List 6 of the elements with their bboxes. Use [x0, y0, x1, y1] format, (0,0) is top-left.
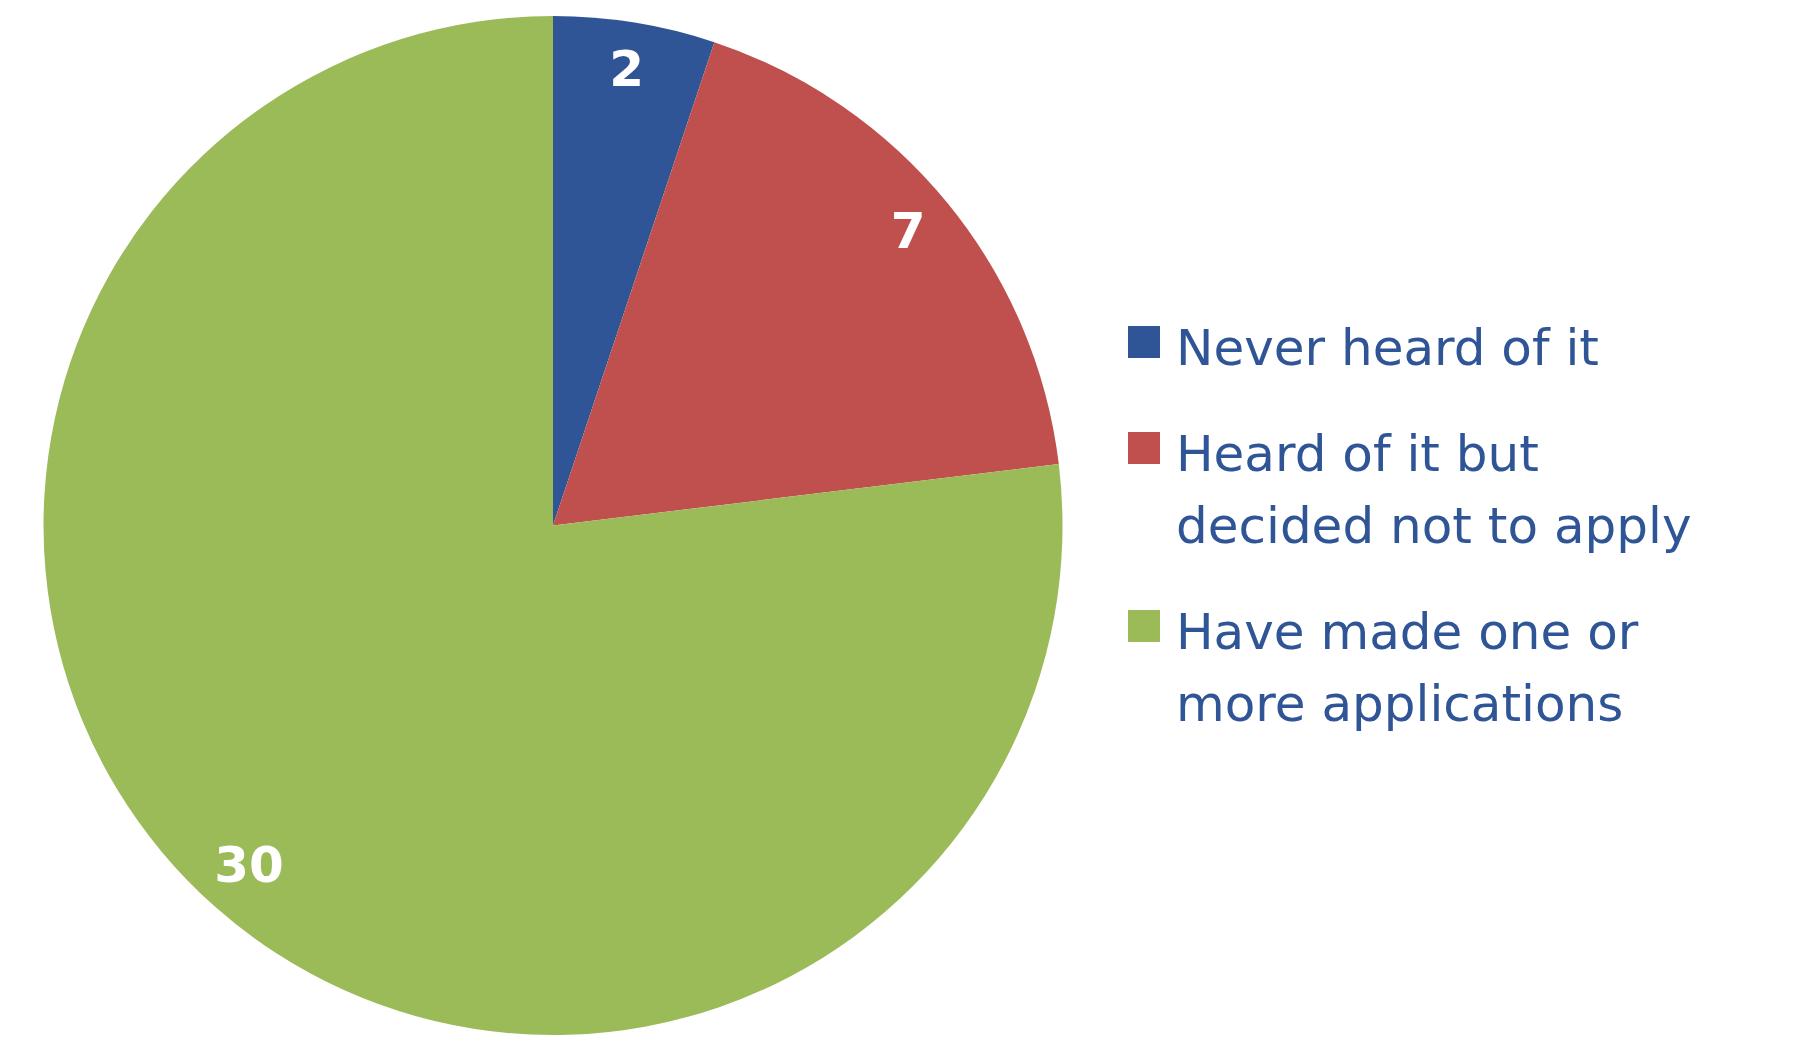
- legend-label: Never heard of it: [1176, 317, 1599, 379]
- legend-label: Have made one or more applications: [1176, 601, 1640, 735]
- legend-label: Heard of it but decided not to apply: [1176, 423, 1693, 557]
- data-label: 7: [890, 202, 926, 261]
- data-label: 30: [214, 835, 284, 894]
- data-label: 2: [609, 39, 644, 98]
